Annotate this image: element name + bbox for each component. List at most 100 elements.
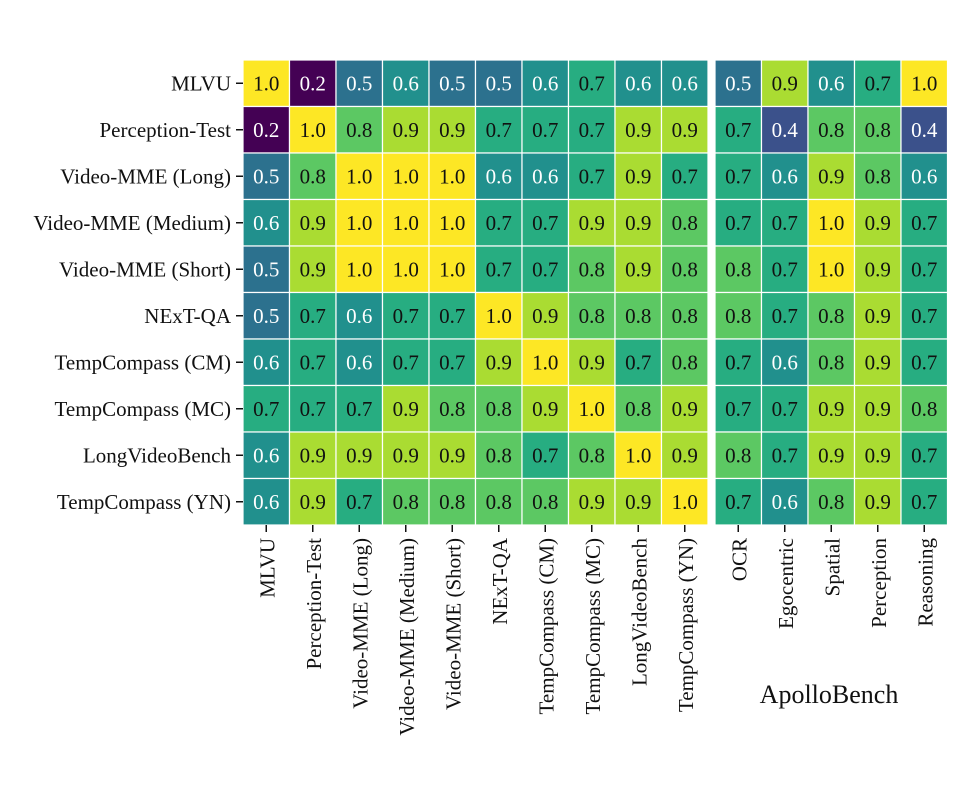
left-cell-value: 0.5	[439, 71, 465, 95]
left-cell	[521, 431, 570, 480]
left-cell-value: 0.5	[253, 257, 279, 281]
right-cell-value: 0.7	[772, 397, 798, 421]
left-col-label: Video-MME (Medium)	[395, 538, 419, 736]
right-cell	[760, 152, 809, 201]
left-cell-value: 0.8	[300, 164, 326, 188]
left-cell-value: 1.0	[579, 397, 605, 421]
left-cell-value: 0.9	[672, 397, 698, 421]
right-cell-value: 1.0	[911, 71, 937, 95]
left-cell	[521, 245, 570, 294]
left-cell	[335, 384, 384, 433]
left-cell-value: 0.9	[439, 118, 465, 142]
right-col-label: Perception	[867, 538, 891, 628]
left-cell	[521, 477, 570, 526]
right-cell	[760, 245, 809, 294]
left-cell-value: 0.8	[346, 118, 372, 142]
left-cell-value: 0.6	[253, 443, 279, 467]
left-col-label: LongVideoBench	[627, 538, 651, 687]
left-cell-value: 0.7	[439, 304, 465, 328]
left-cell	[288, 431, 337, 480]
left-cell	[567, 105, 616, 154]
right-cell	[807, 105, 856, 154]
right-cell-value: 0.9	[818, 443, 844, 467]
row-label: TempCompass (CM)	[55, 350, 231, 374]
right-cell-value: 0.7	[725, 397, 751, 421]
left-cell	[474, 477, 523, 526]
left-cell-value: 0.5	[253, 304, 279, 328]
left-cell-value: 0.8	[486, 443, 512, 467]
left-col-label: Video-MME (Long)	[348, 538, 372, 709]
left-cell-value: 0.8	[672, 304, 698, 328]
left-cell-value: 0.7	[393, 350, 419, 374]
left-col-label: NExT-QA	[488, 537, 512, 625]
left-cell	[381, 384, 430, 433]
right-cell	[900, 477, 949, 526]
right-cell-value: 0.7	[865, 71, 891, 95]
right-cell-value: 0.8	[818, 350, 844, 374]
right-cell-value: 0.6	[818, 71, 844, 95]
left-cell-value: 0.8	[486, 490, 512, 514]
left-cell-value: 0.7	[300, 304, 326, 328]
right-cell-value: 0.8	[818, 304, 844, 328]
left-cell-value: 0.8	[439, 397, 465, 421]
heatmap-right-cells: 0.5 0.9 0.6 0.7 1.0 0.7 0.4 0.8 0.8 0.4 0.7 0.6 0.9 0…	[714, 59, 949, 526]
left-cell-value: 0.9	[579, 490, 605, 514]
left-cell-value: 1.0	[393, 257, 419, 281]
right-cell	[760, 338, 809, 387]
left-cell	[660, 338, 709, 387]
left-cell-value: 0.9	[625, 211, 651, 235]
apollobench-group-label: ApolloBench	[760, 680, 899, 709]
left-cell-value: 0.6	[486, 164, 512, 188]
left-cell	[521, 338, 570, 387]
left-cell-value: 1.0	[300, 118, 326, 142]
left-cell-value: 1.0	[393, 164, 419, 188]
left-cell-value: 0.8	[672, 211, 698, 235]
left-cell-value: 0.9	[579, 350, 605, 374]
left-cell-value: 0.9	[300, 211, 326, 235]
right-cell-value: 0.5	[725, 71, 751, 95]
left-cell-value: 0.7	[486, 118, 512, 142]
left-cell	[474, 245, 523, 294]
right-cell	[900, 431, 949, 480]
left-cell-value: 0.9	[579, 211, 605, 235]
left-cell-value: 0.9	[346, 443, 372, 467]
row-label: Video-MME (Short)	[59, 257, 231, 281]
left-cell-value: 0.7	[300, 350, 326, 374]
right-cell-value: 0.6	[911, 164, 937, 188]
left-cell-value: 1.0	[625, 443, 651, 467]
left-cell	[614, 338, 663, 387]
left-cell-value: 0.8	[625, 304, 651, 328]
right-cell-value: 1.0	[818, 211, 844, 235]
right-cell-value: 0.9	[772, 71, 798, 95]
right-cell	[807, 59, 856, 108]
left-cell	[428, 291, 477, 340]
left-cell-value: 1.0	[253, 71, 279, 95]
right-cell-value: 0.9	[865, 304, 891, 328]
left-cell	[288, 245, 337, 294]
right-cell	[807, 477, 856, 526]
right-cell	[900, 198, 949, 247]
right-cell-value: 0.7	[725, 490, 751, 514]
left-cell-value: 0.7	[532, 443, 558, 467]
left-cell	[335, 152, 384, 201]
left-cell	[428, 477, 477, 526]
row-label: LongVideoBench	[83, 443, 232, 467]
right-cell-value: 0.9	[818, 164, 844, 188]
left-cell	[474, 198, 523, 247]
row-label: TempCompass (MC)	[55, 397, 231, 421]
left-cell	[242, 338, 291, 387]
left-cell	[288, 59, 337, 108]
right-cell-value: 0.8	[865, 164, 891, 188]
right-cell-value: 1.0	[818, 257, 844, 281]
right-cell-value: 0.8	[725, 304, 751, 328]
left-cell	[242, 291, 291, 340]
left-cell-value: 0.9	[300, 443, 326, 467]
row-labels: MLVU Perception-Test Video-MME (Long) Video…	[33, 71, 243, 514]
left-cell	[614, 291, 663, 340]
right-cell	[807, 431, 856, 480]
right-cell-value: 0.9	[865, 211, 891, 235]
left-cell	[614, 105, 663, 154]
left-cell-value: 0.7	[625, 350, 651, 374]
row-label: MLVU	[171, 71, 231, 95]
left-cell	[428, 384, 477, 433]
